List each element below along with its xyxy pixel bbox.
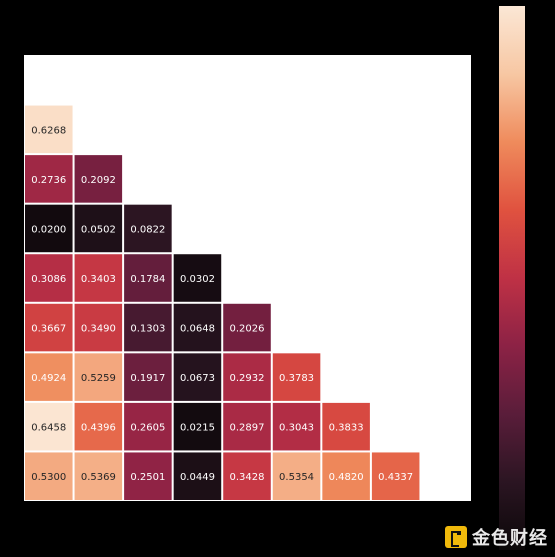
heatmap-cell: [73, 352, 124, 402]
heatmap-cell: [24, 451, 74, 501]
heatmap-cell: [123, 253, 173, 303]
heatmap-cell: [321, 401, 371, 452]
heatmap-cell: [172, 451, 223, 501]
heatmap-cell: [123, 451, 173, 501]
heatmap-cell-label: 0.1784: [130, 274, 165, 285]
heatmap-cell: [222, 352, 272, 402]
heatmap-cell-label: 0.0673: [180, 373, 215, 384]
colorbar: [499, 6, 525, 550]
heatmap-cell: [24, 104, 74, 155]
watermark-text: 金色财经: [472, 528, 548, 549]
heatmap-cell: [271, 352, 322, 402]
heatmap-cell-label: 0.1303: [130, 324, 165, 335]
heatmap-cell-label: 0.1917: [130, 373, 165, 384]
heatmap-cell-label: 0.3043: [279, 423, 314, 434]
heatmap-cell-label: 0.2605: [130, 423, 165, 434]
heatmap-cell-label: 0.5300: [31, 472, 66, 483]
heatmap-cell-label: 0.3403: [81, 274, 116, 285]
heatmap-cell: [123, 352, 173, 402]
heatmap-cell-label: 0.0200: [31, 224, 66, 235]
heatmap-cell: [24, 203, 74, 254]
heatmap-cell: [271, 451, 322, 501]
heatmap-cell: [73, 302, 124, 353]
heatmap-cell: [73, 154, 124, 204]
heatmap-cell: [123, 302, 173, 353]
heatmap-cell: [73, 401, 124, 452]
heatmap-cell: [24, 401, 74, 452]
heatmap-cell-label: 0.6268: [31, 125, 66, 136]
heatmap-cell-label: 0.2026: [230, 324, 265, 335]
heatmap-cell-label: 0.4820: [329, 472, 364, 483]
heatmap-cell-label: 0.0449: [180, 472, 215, 483]
watermark: 金色财经: [445, 525, 548, 549]
heatmap-cell-label: 0.0502: [81, 224, 116, 235]
heatmap-cell-label: 0.5259: [81, 373, 116, 384]
heatmap-cell: [321, 451, 371, 501]
heatmap-cell: [370, 451, 421, 501]
heatmap-cell-label: 0.3783: [279, 373, 314, 384]
heatmap-cell-label: 0.4396: [81, 423, 116, 434]
heatmap-cell-label: 0.4924: [31, 373, 66, 384]
heatmap-cell-label: 0.4337: [378, 472, 413, 483]
heatmap-matrix: 0.6268 0.2736 0.2092 0.0200 0.0502 0.0822 0.30…: [24, 104, 421, 501]
heatmap-cell: [172, 401, 223, 452]
heatmap-cell: [73, 451, 124, 501]
heatmap-cell-label: 0.6458: [31, 423, 66, 434]
heatmap-cell-label: 0.2736: [31, 175, 66, 186]
heatmap-cell-label: 0.0822: [130, 224, 165, 235]
heatmap-cell-label: 0.5354: [279, 472, 314, 483]
heatmap-cell-label: 0.3490: [81, 324, 116, 335]
heatmap-cell: [24, 302, 74, 353]
heatmap-cell-label: 0.0648: [180, 324, 215, 335]
heatmap-cell-label: 0.3833: [329, 423, 364, 434]
heatmap-cell-label: 0.0302: [180, 274, 215, 285]
exchange-logo-icon: [445, 526, 467, 548]
heatmap-cell: [271, 401, 322, 452]
heatmap-plot-area: 0.6268 0.2736 0.2092 0.0200 0.0502 0.0822 0.30…: [24, 55, 471, 501]
heatmap-cell: [24, 154, 74, 204]
heatmap-cell-label: 0.3428: [230, 472, 265, 483]
heatmap-cell: [24, 253, 74, 303]
heatmap-cell-label: 0.2501: [130, 472, 165, 483]
heatmap-cell-label: 0.2932: [230, 373, 265, 384]
heatmap-cell-label: 0.2092: [81, 175, 116, 186]
heatmap-cell-label: 0.2897: [230, 423, 265, 434]
heatmap-cell-label: 0.3667: [31, 324, 66, 335]
heatmap-cell: [172, 352, 223, 402]
heatmap-cell: [172, 302, 223, 353]
heatmap-cell: [222, 451, 272, 501]
heatmap-cell: [222, 401, 272, 452]
heatmap-cell: [73, 203, 124, 254]
heatmap-cell-label: 0.5369: [81, 472, 116, 483]
colorbar-gradient: [499, 6, 525, 550]
heatmap-cell: [123, 401, 173, 452]
heatmap-cell: [123, 203, 173, 254]
heatmap-cell: [73, 253, 124, 303]
heatmap-cell: [222, 302, 272, 353]
heatmap-cell-label: 0.3086: [31, 274, 66, 285]
heatmap-cell: [172, 253, 223, 303]
heatmap-cell-label: 0.0215: [180, 423, 215, 434]
heatmap-cell: [24, 352, 74, 402]
